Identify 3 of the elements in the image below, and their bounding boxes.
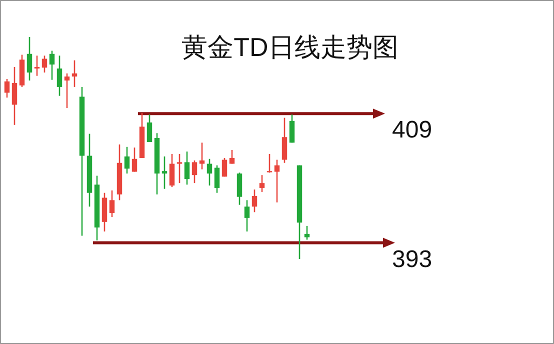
text: 409 (392, 116, 432, 144)
chart-title: 黄金TD日线走势图 (182, 32, 398, 62)
text: 393 (392, 246, 432, 273)
